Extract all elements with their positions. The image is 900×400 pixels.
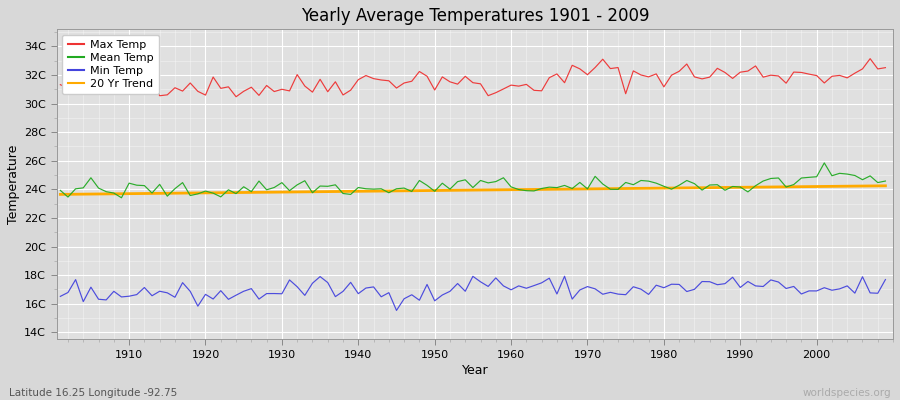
X-axis label: Year: Year — [462, 364, 488, 377]
Text: Latitude 16.25 Longitude -92.75: Latitude 16.25 Longitude -92.75 — [9, 388, 177, 398]
Text: worldspecies.org: worldspecies.org — [803, 388, 891, 398]
Y-axis label: Temperature: Temperature — [7, 145, 20, 224]
Title: Yearly Average Temperatures 1901 - 2009: Yearly Average Temperatures 1901 - 2009 — [301, 7, 649, 25]
Legend: Max Temp, Mean Temp, Min Temp, 20 Yr Trend: Max Temp, Mean Temp, Min Temp, 20 Yr Tre… — [62, 35, 159, 94]
